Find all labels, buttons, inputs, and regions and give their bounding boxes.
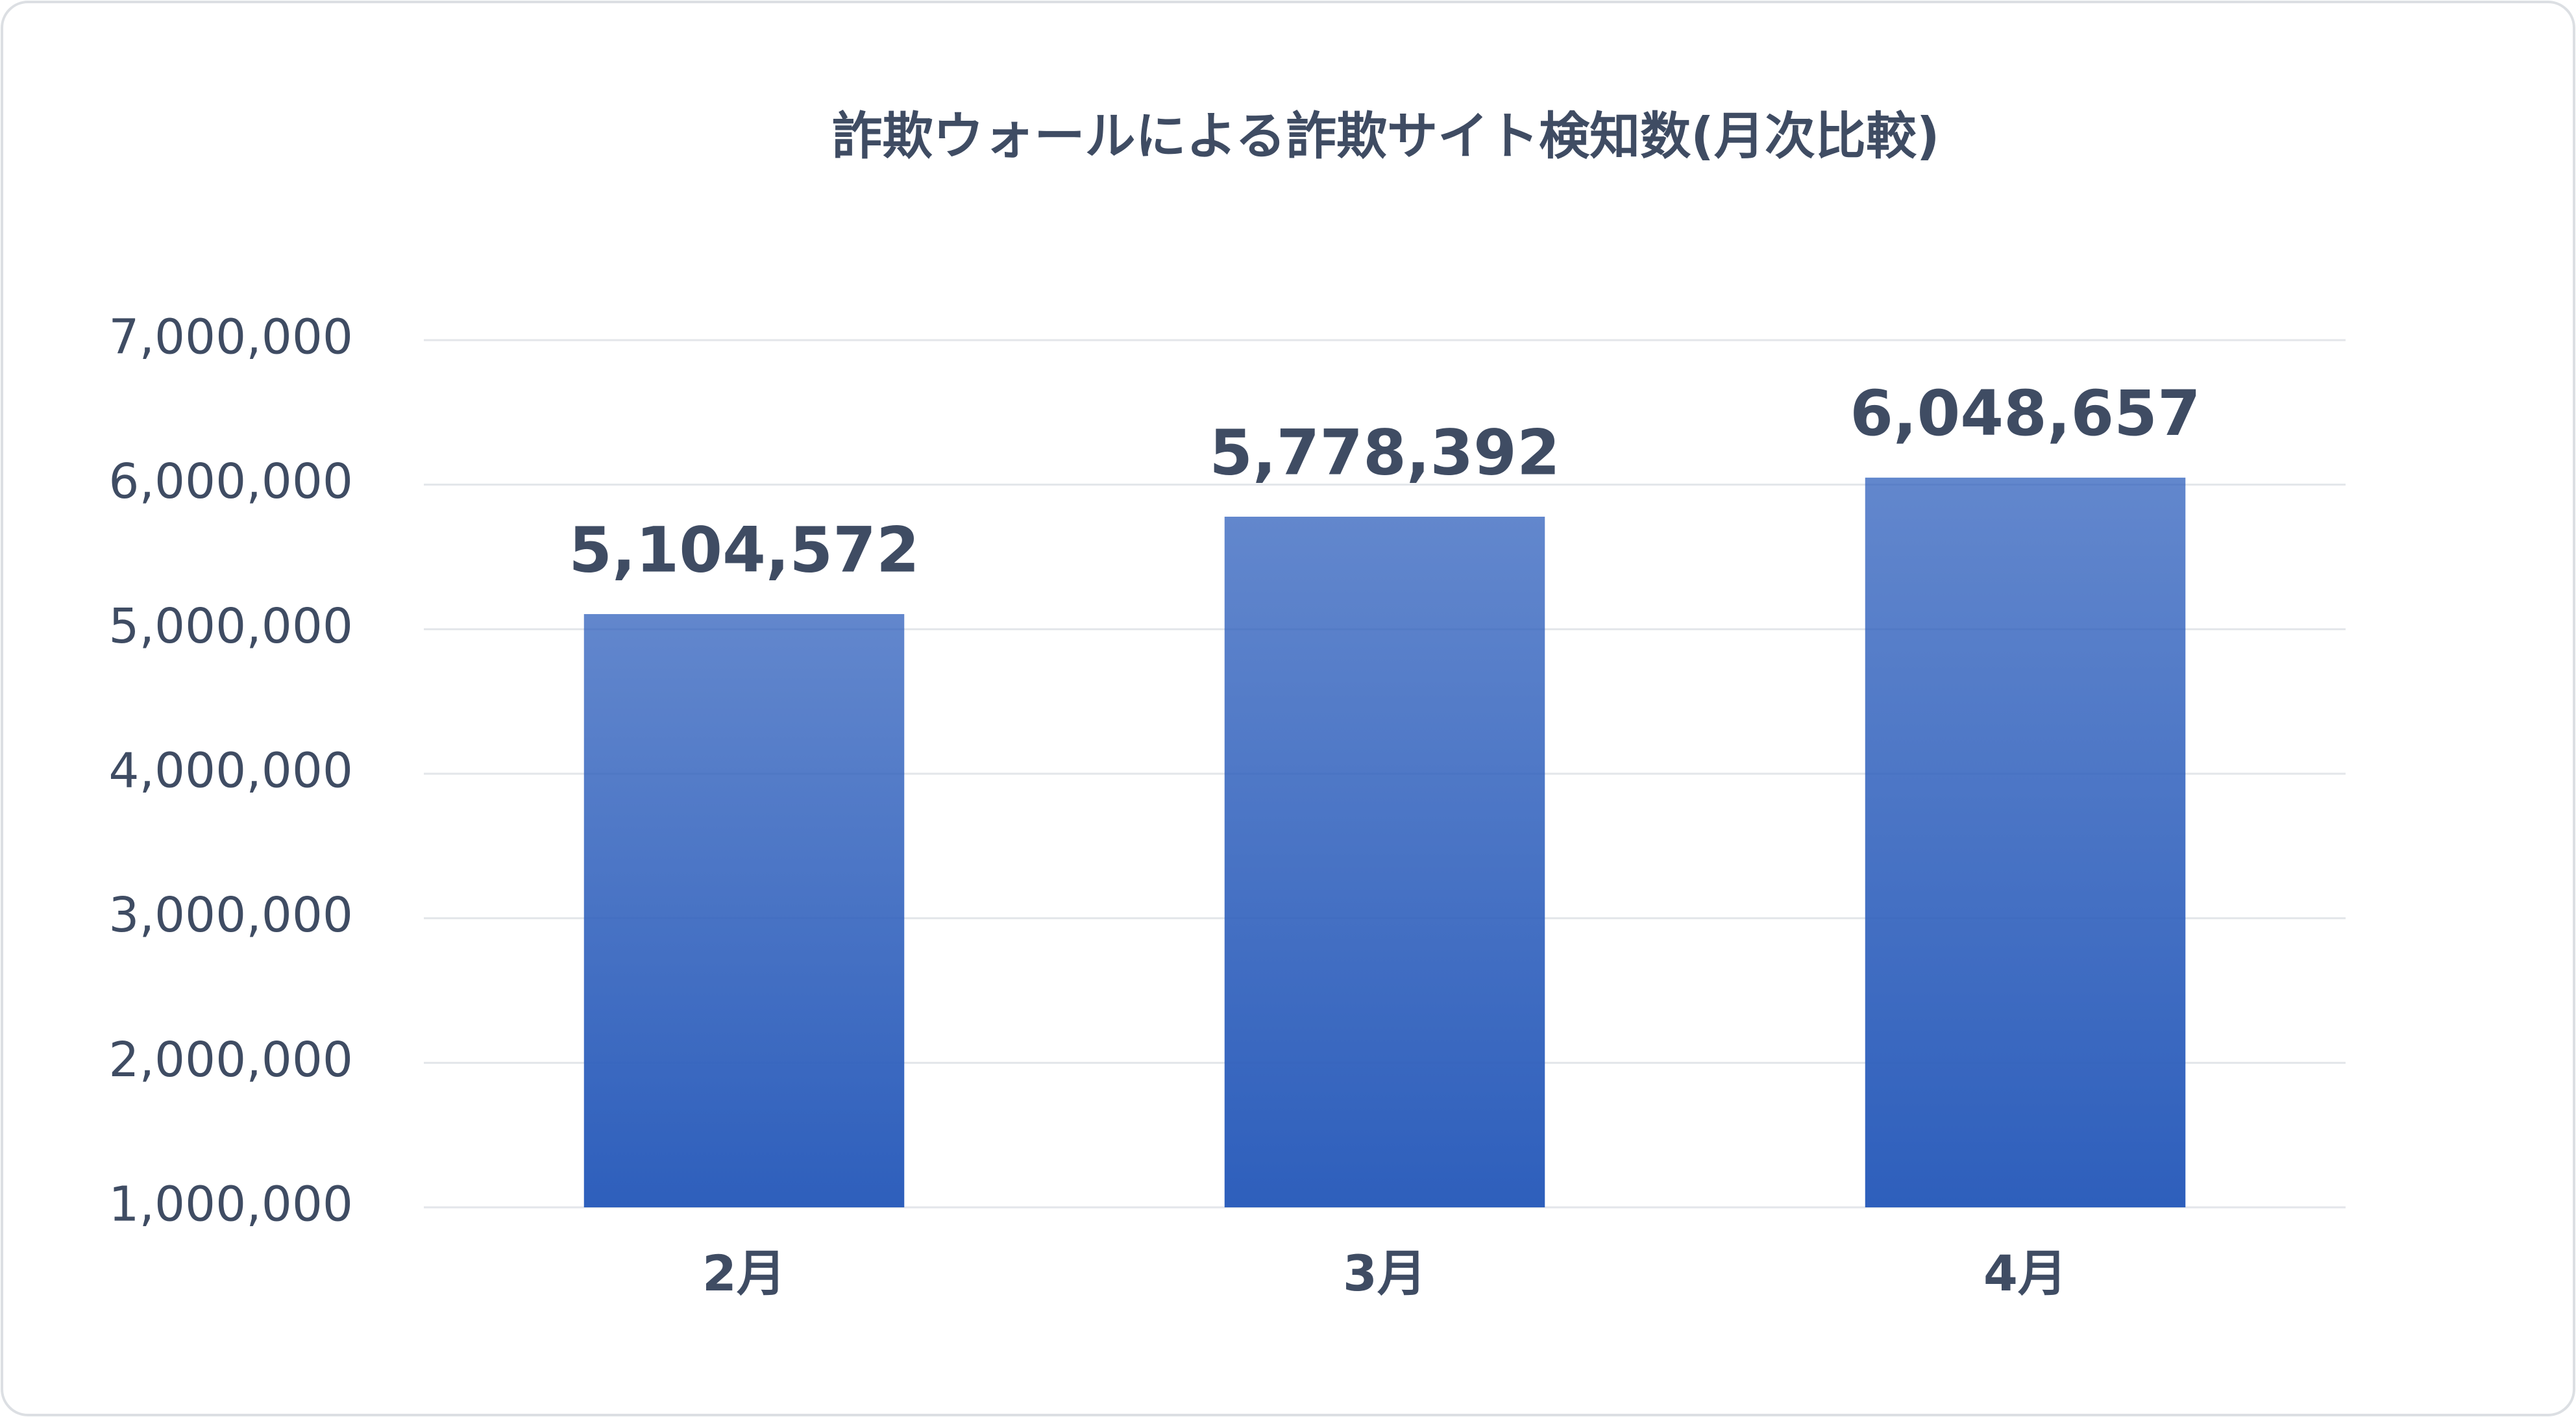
x-tick-label: 4月 (1983, 1244, 2067, 1302)
y-tick-label: 2,000,000 (108, 1032, 353, 1088)
y-tick-label: 7,000,000 (108, 310, 353, 365)
y-tick-label: 5,000,000 (108, 598, 353, 654)
y-tick-label: 3,000,000 (108, 887, 353, 943)
chart-title: 詐欺ウォールによる詐欺サイト検知数(月次比較) (832, 107, 1940, 166)
value-label: 5,104,572 (569, 513, 920, 586)
y-tick-label: 4,000,000 (108, 743, 353, 799)
value-label: 5,778,392 (1209, 416, 1560, 489)
y-tick-label: 1,000,000 (108, 1177, 353, 1233)
bar (1224, 517, 1545, 1207)
bar (583, 614, 905, 1207)
bar (1865, 477, 2186, 1207)
value-label: 6,048,657 (1850, 377, 2201, 450)
x-tick-label: 2月 (702, 1244, 786, 1302)
y-tick-label: 6,000,000 (108, 454, 353, 510)
x-tick-label: 3月 (1343, 1244, 1427, 1302)
